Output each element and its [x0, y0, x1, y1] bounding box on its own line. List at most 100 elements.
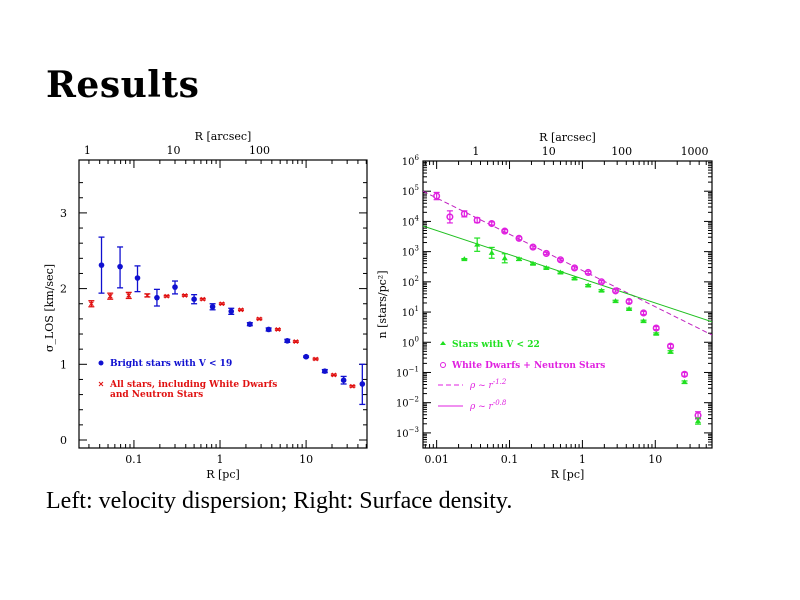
legend-marker-circle — [440, 362, 446, 368]
data-point — [228, 307, 235, 315]
data-point — [349, 383, 356, 389]
legend-label: White Dwarfs + Neutron Stars — [451, 361, 605, 371]
marker-dot — [117, 263, 123, 270]
marker-triangle — [474, 241, 481, 247]
y-axis-label: n [stars/pc²] — [376, 270, 389, 338]
data-point — [153, 288, 160, 307]
data-point — [460, 210, 468, 218]
x2-tick-label: 10 — [542, 145, 556, 158]
marker-x — [238, 307, 244, 313]
data-point — [556, 256, 565, 264]
legend-marker-dot — [98, 360, 104, 366]
marker-x — [293, 339, 299, 345]
x2-axis-label: R [arcsec] — [539, 131, 596, 144]
fit-line — [423, 225, 712, 323]
x-tick-label: 1 — [579, 453, 586, 466]
marker-circle — [473, 216, 481, 224]
marker-circle — [584, 268, 592, 277]
data-point — [474, 237, 481, 252]
data-point — [542, 249, 550, 257]
data-point — [557, 269, 564, 275]
marker-dot — [322, 368, 328, 374]
data-point — [612, 298, 619, 304]
marker-dot — [228, 308, 235, 315]
data-point — [529, 243, 537, 251]
marker-circle — [488, 219, 496, 228]
marker-dot — [209, 303, 216, 310]
data-point — [181, 292, 188, 298]
legend-label: and Neutron Stars — [110, 390, 203, 400]
x-tick-label: 0.01 — [424, 453, 449, 466]
data-point — [461, 256, 468, 262]
marker-dot — [191, 296, 197, 302]
y-tick-label: 10−1 — [396, 365, 419, 379]
data-point — [125, 291, 132, 300]
plot-frame — [422, 160, 713, 449]
data-point — [488, 246, 495, 259]
x-tick-label: 1 — [217, 453, 224, 466]
data-point — [433, 191, 441, 201]
x-tick-label: 0.1 — [125, 453, 143, 466]
data-point — [312, 356, 319, 362]
marker-circle — [433, 192, 441, 200]
marker-triangle — [695, 418, 702, 424]
marker-triangle — [461, 256, 468, 262]
data-point — [292, 339, 299, 345]
y-tick-label: 10−2 — [396, 396, 419, 410]
data-point — [530, 260, 537, 266]
data-point — [265, 326, 272, 333]
marker-circle — [612, 287, 620, 295]
data-point — [172, 280, 179, 295]
data-point — [209, 303, 216, 311]
marker-circle — [570, 264, 579, 272]
x2-tick-label: 10 — [166, 144, 180, 157]
legend-label: ρ ~ r-1.2 — [469, 378, 507, 391]
data-point — [321, 368, 328, 374]
marker-x — [182, 292, 188, 298]
y-axis-label: σ_LOS [km/sec] — [43, 264, 56, 352]
marker-circle — [625, 297, 633, 306]
marker-dot — [247, 321, 253, 327]
data-point — [640, 318, 647, 324]
marker-dot — [284, 338, 291, 344]
data-point — [88, 300, 95, 308]
data-point — [597, 278, 606, 286]
x2-tick-label: 1 — [472, 145, 479, 158]
x-tick-label: 10 — [648, 453, 662, 466]
fit-line — [423, 190, 712, 336]
data-point — [612, 287, 620, 295]
data-point — [107, 292, 114, 300]
marker-circle — [639, 309, 648, 317]
data-point — [543, 264, 550, 270]
x-axis-label: R [pc] — [551, 468, 585, 481]
data-point — [585, 282, 592, 288]
x2-tick-label: 1 — [84, 144, 91, 157]
marker-x — [164, 293, 170, 299]
data-point — [515, 234, 523, 242]
slide-caption: Left: velocity dispersion; Right: Surfac… — [46, 488, 513, 514]
marker-triangle — [626, 306, 633, 312]
y-tick-label: 101 — [402, 305, 419, 319]
marker-triangle — [585, 282, 592, 288]
data-point — [340, 375, 347, 385]
x2-tick-label: 100 — [611, 145, 632, 158]
data-point — [584, 268, 592, 277]
data-point — [570, 264, 579, 272]
marker-x — [200, 296, 206, 302]
y-tick-label: 2 — [60, 283, 67, 296]
y-tick-label: 0 — [60, 434, 67, 447]
marker-circle — [460, 210, 468, 218]
marker-triangle — [501, 255, 508, 261]
x2-axis-label: R [arcsec] — [195, 130, 252, 143]
y-tick-label: 10−3 — [396, 426, 419, 440]
data-point — [667, 342, 675, 350]
data-point — [598, 287, 605, 293]
data-point — [516, 256, 523, 262]
marker-triangle — [667, 348, 674, 354]
marker-x — [256, 316, 262, 322]
data-point — [652, 324, 660, 332]
legend-marker-triangle — [440, 341, 446, 345]
y-tick-label: 103 — [402, 245, 419, 259]
marker-dot — [359, 381, 366, 387]
data-point — [218, 301, 225, 307]
